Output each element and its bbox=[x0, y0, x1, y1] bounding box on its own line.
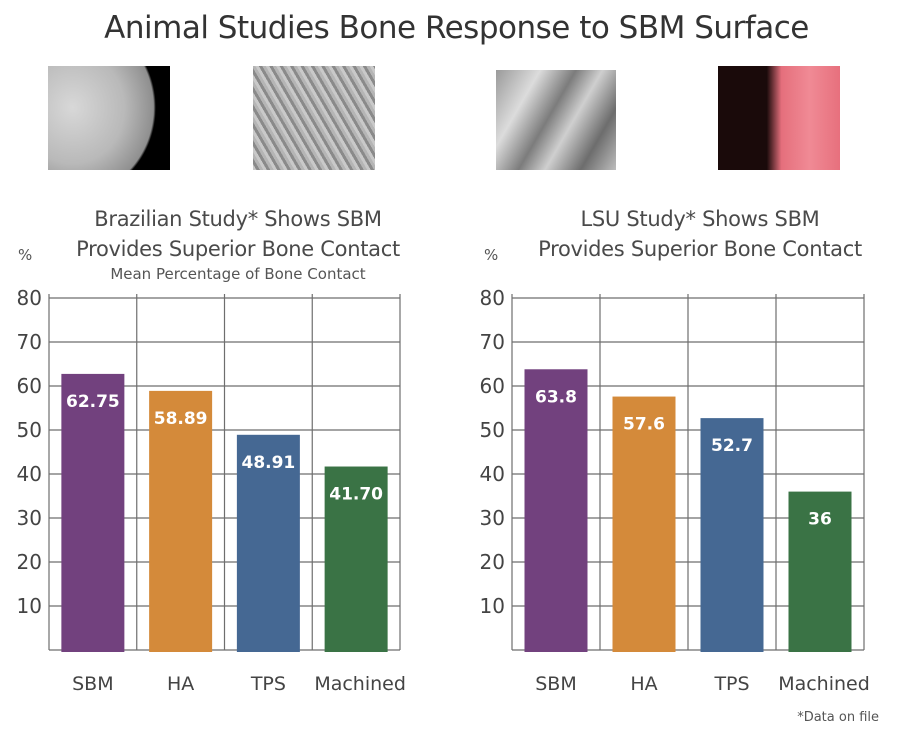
page-title: Animal Studies Bone Response to SBM Surf… bbox=[104, 10, 809, 46]
chart-left-category-label: HA bbox=[167, 673, 194, 695]
sem-textured-surface-image bbox=[253, 66, 375, 170]
chart-right-ytick-label: 60 bbox=[480, 374, 505, 398]
chart-left-title-line1: Brazilian Study* Shows SBM bbox=[94, 207, 382, 231]
chart-right-title-line1: LSU Study* Shows SBM bbox=[580, 207, 820, 231]
chart-right-ytick-label: 50 bbox=[480, 418, 505, 442]
chart-right-title-line2: Provides Superior Bone Contact bbox=[538, 237, 862, 261]
chart-right-ytick-label: 10 bbox=[480, 594, 505, 618]
chart-left-ytick-label: 10 bbox=[17, 594, 42, 618]
chart-left-ylabel: % bbox=[18, 246, 33, 264]
chart-right-category-label: Machined bbox=[778, 673, 870, 695]
chart-left-value-label: 62.75 bbox=[66, 392, 120, 412]
sem-bone-surface-image bbox=[48, 66, 170, 170]
chart-left-subtitle: Mean Percentage of Bone Contact bbox=[110, 265, 366, 283]
chart-left-value-label: 41.70 bbox=[329, 485, 383, 505]
chart-left-ytick-label: 60 bbox=[17, 374, 42, 398]
chart-right-value-label: 52.7 bbox=[711, 436, 753, 456]
chart-left-ytick-label: 50 bbox=[17, 418, 42, 442]
chart-right-bar-sbm bbox=[524, 369, 588, 652]
chart-right-category-label: SBM bbox=[535, 673, 577, 695]
chart-right-ylabel: % bbox=[484, 246, 499, 264]
chart-left-bar-sbm bbox=[61, 373, 125, 652]
footnote: *Data on file bbox=[797, 710, 879, 725]
chart-right-bar-tps bbox=[700, 418, 764, 652]
chart-right-bar-machined bbox=[788, 491, 852, 652]
chart-left-category-label: TPS bbox=[250, 673, 286, 695]
chart-left-ytick-label: 70 bbox=[17, 330, 42, 354]
chart-left-title-line2: Provides Superior Bone Contact bbox=[76, 237, 400, 261]
sem-crystal-surface-image bbox=[496, 70, 616, 170]
chart-right-bar-ha bbox=[612, 396, 676, 652]
chart-left-bar-machined bbox=[324, 466, 388, 652]
chart-left-bar-ha bbox=[149, 390, 213, 652]
chart-right-value-label: 57.6 bbox=[623, 415, 665, 435]
chart-right-ytick-label: 20 bbox=[480, 550, 505, 574]
chart-left-value-label: 48.91 bbox=[241, 453, 295, 473]
chart-right-ytick-label: 80 bbox=[480, 286, 505, 310]
chart-right-category-label: HA bbox=[630, 673, 657, 695]
chart-right-ytick-label: 40 bbox=[480, 462, 505, 486]
chart-right-ytick-label: 70 bbox=[480, 330, 505, 354]
chart-left-bar-tps bbox=[236, 434, 300, 652]
chart-left-category-label: SBM bbox=[72, 673, 114, 695]
chart-right-value-label: 63.8 bbox=[535, 387, 577, 407]
chart-left-ytick-label: 20 bbox=[17, 550, 42, 574]
chart-left-title: Brazilian Study* Shows SBM Provides Supe… bbox=[48, 204, 428, 284]
chart-left-ytick-label: 80 bbox=[17, 286, 42, 310]
chart-right-title: LSU Study* Shows SBM Provides Superior B… bbox=[510, 204, 890, 264]
chart-right-value-label: 36 bbox=[808, 510, 832, 530]
chart-right-category-label: TPS bbox=[713, 673, 749, 695]
chart-left-ytick-label: 40 bbox=[17, 462, 42, 486]
chart-left-category-label: Machined bbox=[314, 673, 406, 695]
histology-thread-image bbox=[718, 66, 840, 170]
chart-right-ytick-label: 30 bbox=[480, 506, 505, 530]
chart-left-ytick-label: 30 bbox=[17, 506, 42, 530]
chart-left-value-label: 58.89 bbox=[154, 409, 208, 429]
